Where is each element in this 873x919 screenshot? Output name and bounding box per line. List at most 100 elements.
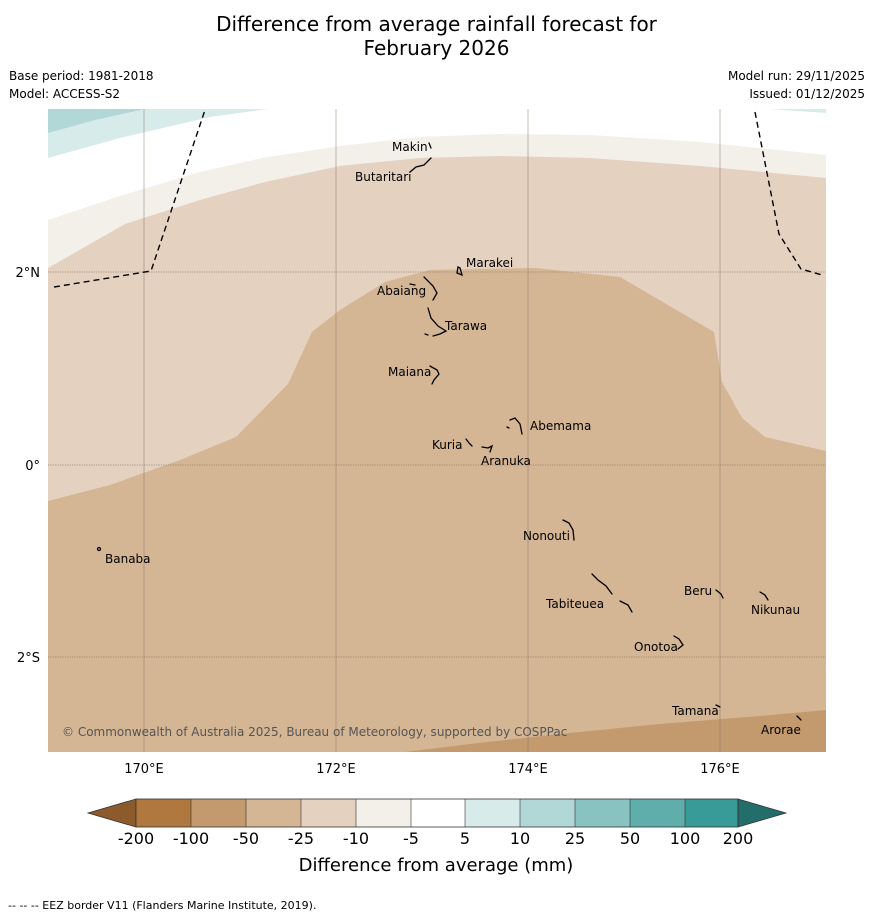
colorbar: -200 -100 -50 -25 -10 -5 5 10 25 50 100 …: [86, 798, 788, 876]
colorbar-tick-label: 5: [460, 829, 470, 848]
colorbar-tick-label: -10: [343, 829, 369, 848]
label-butaritari: Butaritari: [355, 170, 412, 184]
island-outlines: [96, 142, 802, 721]
label-abemama: Abemama: [530, 419, 591, 433]
label-kuria: Kuria: [432, 438, 463, 452]
island-arorae-outline: [796, 715, 802, 721]
island-nikunau-outline: [759, 591, 769, 601]
label-marakei: Marakei: [466, 256, 513, 270]
island-tarawa-outline: [427, 307, 448, 337]
label-nonouti: Nonouti: [523, 529, 570, 543]
colorbar-bin-minus-10-to-5: [356, 799, 411, 827]
colorbar-bin-100-to-200: [685, 799, 738, 827]
eez-border-east: [754, 111, 823, 276]
graticule: [48, 271, 826, 658]
colorbar-tick-label: -5: [403, 829, 419, 848]
colorbar-bin-50-to-100: [630, 799, 685, 827]
colorbar-bin-25-to-50: [575, 799, 630, 827]
band-5-to-10: [48, 109, 268, 158]
island-abaiang-outline: [423, 276, 438, 301]
colorbar-bin-minus-200-to-100: [136, 799, 191, 827]
colorbar-tick-label: -50: [233, 829, 259, 848]
map-area: Makin Butaritari Marakei Abaiang Tarawa …: [48, 109, 826, 752]
label-aranuka: Aranuka: [481, 454, 531, 468]
band-minus-25-to-10: [48, 109, 826, 501]
island-nonouti-outline: [562, 519, 575, 541]
lon-label-172e: 172°E: [316, 762, 356, 777]
label-nikunau: Nikunau: [751, 603, 800, 617]
band-5-to-10-east: [770, 109, 826, 113]
island-makin-outline: [428, 142, 432, 149]
island-aranuka-outline: [481, 444, 494, 453]
label-banaba: Banaba: [105, 552, 151, 566]
eez-border-west: [53, 109, 206, 288]
colorbar-tick-label: 50: [620, 829, 640, 848]
island-kuria-outline: [465, 438, 473, 447]
colorbar-extend-high: [737, 798, 788, 828]
colorbar-tick-label: 100: [670, 829, 701, 848]
lat-label-2n: 2°N: [16, 266, 41, 281]
island-abaiang-islet: [409, 283, 416, 286]
island-banaba-outline: [96, 546, 102, 552]
label-makin: Makin: [392, 140, 428, 154]
colorbar-tick-label: 200: [723, 829, 754, 848]
copyright-notice: © Commonwealth of Australia 2025, Bureau…: [62, 725, 567, 739]
eez-border: [53, 109, 823, 288]
band-10-to-25: [48, 109, 145, 133]
island-butaritari-outline: [409, 157, 432, 173]
label-maiana: Maiana: [388, 365, 431, 379]
colorbar-frame: [135, 798, 739, 828]
base-period: Base period: 1981-2018: [9, 69, 154, 83]
colorbar-dividers: [190, 799, 686, 827]
island-marakei-outline: [456, 266, 463, 277]
label-tarawa: Tarawa: [444, 319, 487, 333]
colorbar-tick-label: -25: [288, 829, 314, 848]
meta-right: Model run: 29/11/2025 Issued: 01/12/2025: [728, 67, 865, 103]
island-maiana-outline: [429, 365, 440, 385]
lon-label-174e: 174°E: [508, 762, 548, 777]
island-beru-outline: [715, 589, 724, 599]
island-tamana-outline: [715, 704, 721, 708]
colorbar-tick-labels: -200 -100 -50 -25 -10 -5 5 10 25 50 100 …: [118, 829, 753, 848]
colorbar-extend-low: [86, 798, 137, 828]
lon-label-170e: 170°E: [124, 762, 164, 777]
model-run: Model run: 29/11/2025: [727, 69, 865, 83]
colorbar-tick-label: 25: [565, 829, 585, 848]
colorbar-tick-label: -200: [118, 829, 154, 848]
island-onotoa-outline: [673, 635, 684, 650]
meta-left: Base period: 1981-2018 Model: ACCESS-S2: [9, 67, 154, 103]
colorbar-tick-label: 10: [510, 829, 530, 848]
colorbar-bin-minus-100-to-50: [191, 799, 246, 827]
island-tabiteuea-north-outline: [591, 573, 613, 595]
eez-source-note: -- -- -- EEZ border V11 (Flanders Marine…: [8, 899, 317, 912]
model-name: Model: ACCESS-S2: [9, 87, 121, 101]
band-minus-100-to-50: [405, 710, 826, 752]
colorbar-bin-minus-5-to-5: [411, 799, 465, 827]
label-onotoa: Onotoa: [634, 640, 678, 654]
map-title: Difference from average rainfall forecas…: [0, 12, 873, 60]
island-labels: Makin Butaritari Marakei Abaiang Tarawa …: [105, 140, 801, 737]
label-abaiang: Abaiang: [377, 284, 426, 298]
island-tabiteuea-south-outline: [619, 600, 633, 613]
label-tamana: Tamana: [671, 704, 719, 718]
colorbar-bin-minus-25-to-10: [301, 799, 356, 827]
lat-label-equator: 0°: [25, 459, 40, 474]
label-tabiteuea: Tabiteuea: [545, 597, 604, 611]
title-line-1: Difference from average rainfall forecas…: [216, 12, 657, 36]
band-minus-5-to-5: [48, 109, 826, 220]
issued-date: Issued: 01/12/2025: [749, 87, 865, 101]
colorbar-bin-5-to-10: [465, 799, 520, 827]
label-arorae: Arorae: [761, 723, 801, 737]
lon-label-176e: 176°E: [700, 762, 740, 777]
label-beru: Beru: [684, 584, 712, 598]
island-tarawa-islet: [424, 333, 429, 336]
colorbar-tick-label: -100: [173, 829, 209, 848]
title-line-2: February 2026: [363, 36, 510, 60]
colorbar-bin-minus-50-to-25: [246, 799, 301, 827]
colorbar-title: Difference from average (mm): [299, 855, 574, 876]
island-abemama-outline: [509, 417, 523, 435]
island-abemama-islet: [506, 426, 510, 429]
colorbar-bin-10-to-25: [520, 799, 575, 827]
longitude-labels: 170°E 172°E 174°E 176°E: [124, 762, 740, 777]
